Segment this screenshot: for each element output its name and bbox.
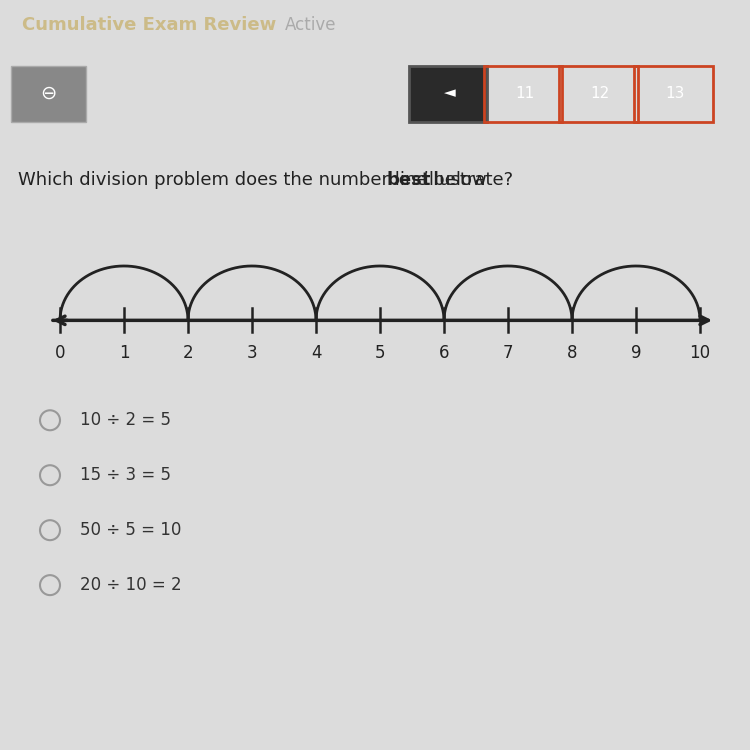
Text: 8: 8 (567, 344, 578, 362)
Text: 15 ÷ 3 = 5: 15 ÷ 3 = 5 (80, 466, 171, 484)
Text: 11: 11 (515, 86, 535, 100)
Text: Active: Active (285, 16, 337, 34)
Text: 3: 3 (247, 344, 257, 362)
Text: illustrate?: illustrate? (418, 172, 513, 190)
FancyBboxPatch shape (11, 66, 86, 122)
Text: 6: 6 (439, 344, 449, 362)
Text: ⊖: ⊖ (40, 83, 57, 103)
Text: ◄: ◄ (444, 86, 456, 100)
Text: 7: 7 (503, 344, 513, 362)
Text: 4: 4 (310, 344, 321, 362)
FancyBboxPatch shape (409, 66, 488, 122)
Text: 10 ÷ 2 = 5: 10 ÷ 2 = 5 (80, 411, 171, 429)
Text: 5: 5 (375, 344, 386, 362)
Text: best: best (387, 172, 431, 190)
Text: Which division problem does the number line below: Which division problem does the number l… (18, 172, 493, 190)
Text: 50 ÷ 5 = 10: 50 ÷ 5 = 10 (80, 521, 182, 539)
Text: 10: 10 (689, 344, 710, 362)
Text: 13: 13 (665, 86, 685, 100)
Text: 2: 2 (183, 344, 194, 362)
Text: 0: 0 (55, 344, 65, 362)
Text: Cumulative Exam Review: Cumulative Exam Review (22, 16, 277, 34)
Text: 9: 9 (631, 344, 641, 362)
Text: 20 ÷ 10 = 2: 20 ÷ 10 = 2 (80, 576, 182, 594)
Text: 1: 1 (118, 344, 129, 362)
Text: 12: 12 (590, 86, 610, 100)
